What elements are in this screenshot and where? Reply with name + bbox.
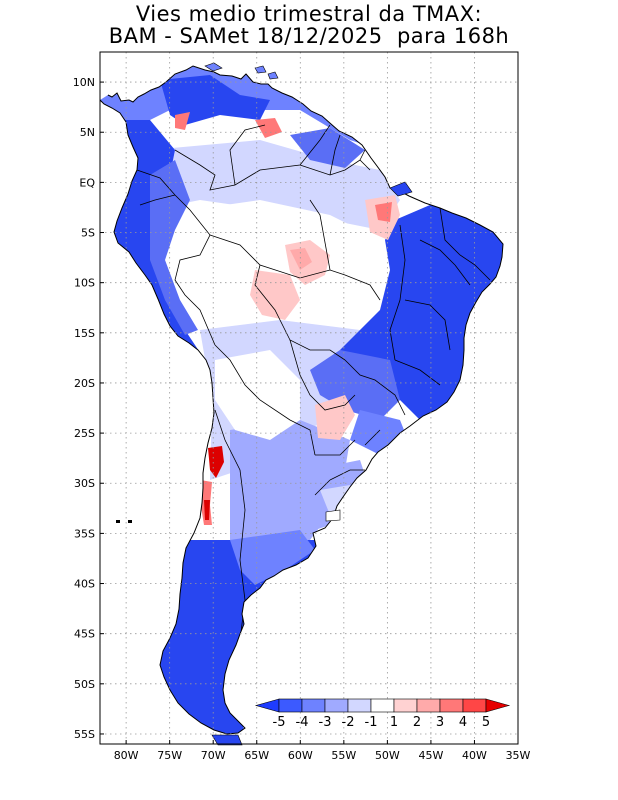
latitude-labels: 10N 5N EQ 5S 10S 15S 20S 25S 30S 35S 40S 45S 50S 55S (73, 76, 104, 741)
colorbar-label: -4 (296, 715, 309, 730)
colorbar-bin (416, 698, 441, 713)
colorbar-bin (301, 698, 326, 713)
colorbar-label: -2 (342, 715, 355, 730)
colorbar-label: -1 (365, 715, 378, 730)
lon-tick-label: 55W (331, 749, 356, 762)
lat-tick-label: 10S (74, 277, 95, 290)
country-borders (136, 124, 491, 641)
lon-tick-label: 40W (462, 749, 487, 762)
warm-patch-venezuela (255, 118, 282, 138)
tierra-del-fuego (211, 734, 243, 746)
map-title-line-1: Vies medio trimestral da TMAX: (135, 2, 483, 26)
colorbar-label: 1 (390, 715, 398, 730)
colorbar-label: 4 (459, 715, 467, 730)
lat-tick-label: 45S (74, 628, 95, 641)
lat-tick-label: 5N (80, 126, 95, 139)
hot-strip-andes-north (208, 446, 224, 478)
longitude-labels: 80W 75W 70W 65W 60W 55W 50W 45W 40W 35W (114, 740, 531, 762)
lon-tick-label: 50W (375, 749, 400, 762)
lat-tick-label: EQ (79, 176, 95, 189)
lat-tick-label: 35S (74, 527, 95, 540)
colorbar-bin (370, 698, 395, 713)
lon-tick-label: 60W (288, 749, 313, 762)
colorbar-bin (439, 698, 464, 713)
patagonia-strong-blue (150, 540, 320, 734)
colorbar-label: -3 (319, 715, 332, 730)
lat-tick-label: 30S (74, 477, 95, 490)
lon-tick-label: 80W (114, 749, 139, 762)
colorbar-upper-arrow (485, 698, 511, 713)
lat-tick-label: 5S (81, 227, 95, 240)
lagoa-dos-patos (325, 509, 341, 522)
lat-tick-label: 20S (74, 377, 95, 390)
lon-tick-label: 35W (506, 749, 531, 762)
colorbar: -5 -4 -3 -2 -1 1 2 3 4 5 (254, 698, 511, 730)
lat-tick-label: 40S (74, 578, 95, 591)
lon-tick-label: 65W (244, 749, 269, 762)
colorbar-bin (462, 698, 487, 713)
lat-tick-label: 50S (74, 678, 95, 691)
colorbar-bin (278, 698, 303, 713)
colorbar-label: 2 (413, 715, 421, 730)
lon-tick-label: 70W (201, 749, 226, 762)
coastline (99, 65, 504, 735)
map-title-line-2: BAM - SAMet 18/12/2025 para 168h (108, 24, 510, 48)
marajo-island (389, 181, 413, 197)
warm-patch-paraguay (315, 395, 355, 440)
hot-strip-andes-south (204, 500, 210, 520)
colorbar-label: 3 (436, 715, 444, 730)
colorbar-bin (393, 698, 418, 713)
colorbar-bin (324, 698, 349, 713)
lat-tick-label: 15S (74, 327, 95, 340)
lat-tick-label: 25S (74, 427, 95, 440)
lat-tick-label: 10N (73, 76, 95, 89)
colorbar-label: 5 (482, 715, 490, 730)
lat-tick-label: 55S (74, 728, 95, 741)
juan-fernandez-island (116, 520, 120, 523)
amazon-neutral (185, 200, 380, 320)
lon-tick-label: 75W (157, 749, 182, 762)
colorbar-bin (347, 698, 372, 713)
lon-tick-label: 45W (418, 749, 443, 762)
colorbar-label: -5 (273, 715, 286, 730)
